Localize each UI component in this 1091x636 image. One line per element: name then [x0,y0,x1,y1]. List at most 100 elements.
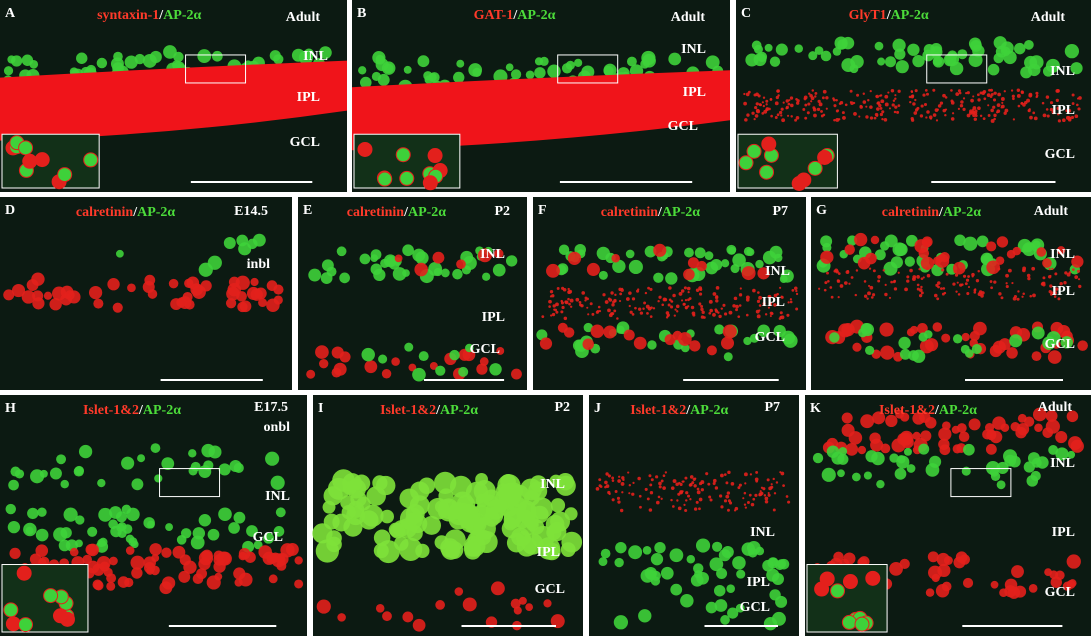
cell [858,257,871,270]
cell [700,308,703,311]
cell [230,460,242,472]
cell [558,323,568,333]
marker-label: calretinin/AP-2α [601,205,701,220]
cell [787,301,789,303]
cell [958,108,960,110]
cell [894,94,896,96]
cell [1078,96,1082,100]
cell [820,251,833,264]
cell [382,611,392,621]
cell [270,50,281,61]
cell [829,286,832,289]
cell [899,432,912,445]
cell [321,272,333,284]
cell [456,259,466,269]
cell [15,469,24,478]
cell [693,563,703,573]
cell [870,90,872,92]
cell [1028,94,1032,98]
cell [974,288,976,290]
cell [364,360,377,373]
cell [758,309,760,311]
cell [419,351,429,361]
cell [831,452,844,465]
cell [555,302,559,306]
cell [617,479,621,483]
cell [493,264,506,277]
cell [815,46,824,55]
cell [751,112,754,115]
cell [1068,271,1071,274]
marker-label: Islet-1&2/AP-2α [83,403,181,418]
cell [612,300,615,303]
cell [912,275,916,279]
marker-red: Islet-1&2 [630,403,686,418]
cell [752,498,755,501]
cell [534,67,545,78]
cell [713,292,717,296]
marker-green: AP-2α [662,205,700,220]
cell [897,90,900,93]
cell [970,99,974,103]
panel: KIslet-1&2/AP-2αAdultINLIPLGCL [805,395,1091,636]
cell [332,368,342,378]
cell [926,93,929,96]
cell [933,113,937,117]
cell [681,481,683,483]
cell [1027,277,1030,280]
cell [702,311,705,314]
marker-green: AP-2α [408,205,446,220]
cell [561,306,564,309]
cell [721,259,729,267]
cell [506,255,517,266]
cell [395,255,403,263]
cell [804,117,807,120]
cell [1034,116,1038,120]
cell [1042,427,1053,438]
cell [930,118,932,120]
cell [265,452,279,466]
cell [783,334,797,348]
cell [432,252,444,264]
cell [703,316,706,319]
cell [764,617,777,630]
cell [833,104,836,107]
cell [925,417,937,429]
cell [151,554,159,562]
cell [744,472,748,476]
cell [986,444,997,455]
cell [1022,267,1026,271]
cell [765,313,767,315]
cell [600,485,603,488]
cell [762,560,774,572]
cell [962,467,971,476]
cell [26,527,34,535]
cell [920,286,922,288]
cell [511,369,522,380]
panel-letter: G [816,203,827,218]
cell [999,588,1008,597]
layer-label: GCL [253,530,283,545]
cell [698,302,701,305]
cell [781,108,784,111]
cell [777,559,786,568]
cell [44,292,52,300]
cell [952,112,954,114]
cell [916,107,919,110]
cell [692,311,696,315]
cell [770,98,772,100]
cell [621,491,623,493]
cell [963,444,975,456]
cell [780,114,782,116]
cell [891,89,894,92]
cell [955,273,958,276]
cell [587,313,589,315]
cell [951,117,955,121]
cell [869,432,880,443]
cell [650,491,653,494]
layer-label: IPL [747,575,770,590]
cell [786,106,789,109]
cell [978,292,982,296]
cell [698,507,701,510]
cell [795,44,803,52]
